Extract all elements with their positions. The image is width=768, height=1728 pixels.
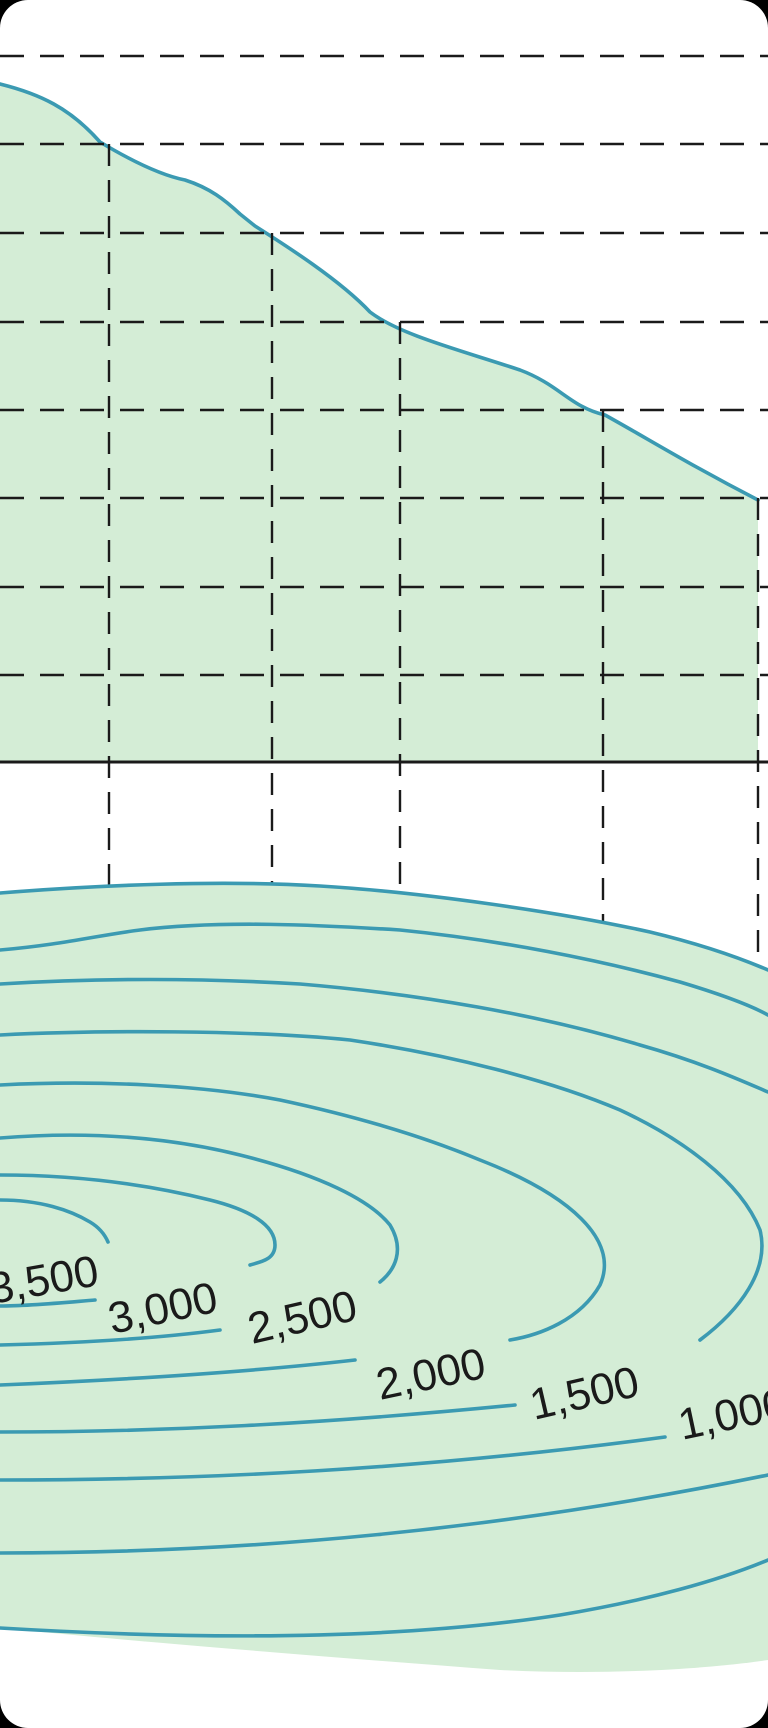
contour-line [0,1298,97,1308]
profile-section [0,54,768,764]
contour-line [0,1328,222,1347]
profile-surface-line [0,82,760,502]
contour-line [0,1403,517,1434]
contour-line [0,1473,768,1555]
contour-line [0,1173,277,1267]
contour-line [0,1081,607,1342]
contour-line [0,977,768,1094]
contour-line [0,1358,357,1387]
contour-line [0,1558,768,1638]
contour-line [0,1029,764,1342]
contour-line [0,1133,400,1284]
contour-line [0,1435,667,1482]
contour-line [0,1198,110,1244]
contour-line [0,881,768,972]
profile-fill [0,84,758,762]
contour-map: 3,500 3,000 2,500 2,000 1,500 1,000 [0,881,768,1672]
contour-line [0,922,768,1017]
